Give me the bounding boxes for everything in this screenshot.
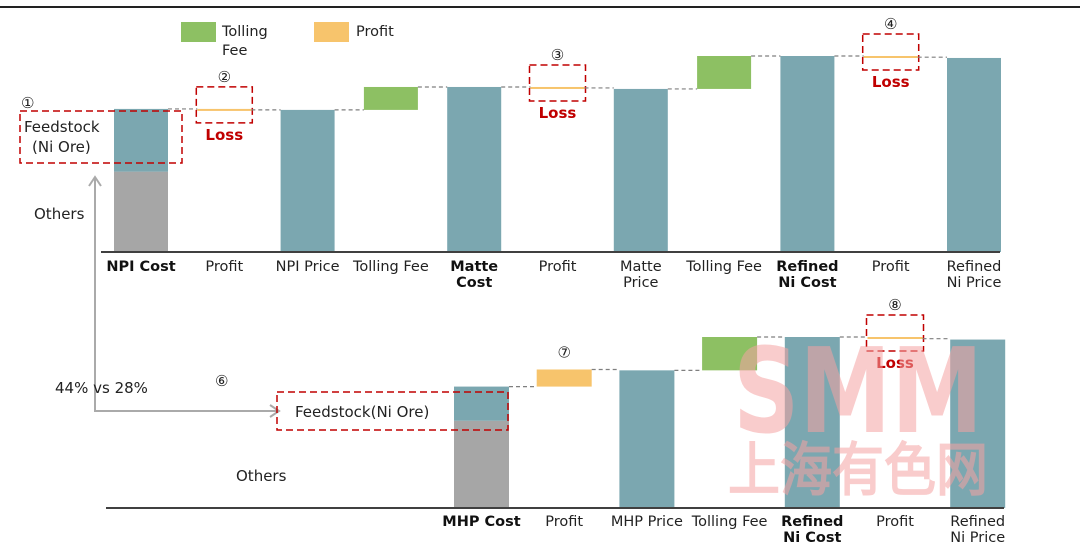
category-label: Tolling Fee bbox=[352, 259, 429, 275]
category-label: NPI Cost bbox=[106, 259, 175, 275]
category-label-line2: Ni Cost bbox=[783, 530, 841, 546]
bar-profit bbox=[863, 56, 918, 58]
category-label: Tolling Fee bbox=[685, 259, 762, 275]
top-chart: NPI Cost Loss ② Profit NPI Price Tolling Fee M… bbox=[101, 15, 1002, 291]
bar-total bbox=[613, 88, 668, 252]
category-label: Profit bbox=[205, 259, 243, 275]
feedstock-highlight-box-mhp bbox=[276, 391, 509, 431]
category-label: Profit bbox=[876, 514, 914, 530]
comparison-text: 44% vs 28% bbox=[55, 379, 148, 397]
category-label: Profit bbox=[539, 259, 577, 275]
category-label: NPI Price bbox=[276, 259, 340, 275]
category-label: Profit bbox=[545, 514, 583, 530]
npi-feedstock-label-line1: Feedstock bbox=[24, 118, 100, 136]
bar-tolling-fee bbox=[363, 86, 418, 110]
category-label-line2: Ni Cost bbox=[778, 275, 836, 291]
legend-label-profit: Profit bbox=[356, 24, 394, 40]
arrow-head-up-icon bbox=[88, 175, 102, 187]
bar-tolling-fee bbox=[697, 56, 752, 89]
category-label: Matte bbox=[620, 259, 662, 275]
annotation-marker: ④ bbox=[884, 15, 897, 33]
bar-total bbox=[950, 339, 1006, 508]
category-label: MHP Cost bbox=[442, 514, 520, 530]
loss-label: Loss bbox=[539, 104, 577, 122]
annotation-marker: ⑦ bbox=[557, 343, 570, 361]
bar-profit bbox=[867, 337, 923, 339]
category-label: Refined bbox=[947, 259, 1002, 275]
legend-label-tolling-fee-line1: Tolling bbox=[221, 24, 268, 40]
category-label: Tolling Fee bbox=[691, 514, 768, 530]
category-label: Refined bbox=[776, 259, 838, 275]
bar-total bbox=[619, 370, 675, 508]
mhp-feedstock-label: Feedstock(Ni Ore) bbox=[295, 403, 429, 421]
bar-total bbox=[447, 86, 502, 252]
npi-others-label: Others bbox=[34, 205, 85, 223]
category-label-line2: Ni Price bbox=[950, 530, 1005, 546]
marker-1: ① bbox=[21, 94, 34, 112]
bar-profit bbox=[536, 369, 592, 387]
bar-total bbox=[784, 337, 840, 508]
loss-highlight-box bbox=[865, 314, 925, 352]
category-label-line2: Ni Price bbox=[947, 275, 1002, 291]
category-label: MHP Price bbox=[611, 514, 683, 530]
loss-highlight-box bbox=[528, 64, 587, 102]
loss-highlight-box bbox=[195, 86, 254, 124]
bar-total bbox=[780, 56, 835, 252]
watermark-chinese: 上海有色网 bbox=[728, 436, 988, 504]
feedstock-highlight-box-npi bbox=[19, 110, 183, 164]
bar-segment-others bbox=[114, 171, 168, 252]
bottom-chart: MHP Cost ⑦ Profit MHP Price Tolling Fee Refin… bbox=[106, 296, 1005, 546]
legend-label-tolling-fee-line2: Fee bbox=[222, 43, 247, 59]
loss-label: Loss bbox=[872, 73, 910, 91]
bar-tolling-fee bbox=[702, 337, 758, 371]
category-label: Refined bbox=[950, 514, 1005, 530]
legend: Tolling Fee Profit bbox=[181, 22, 394, 59]
bar-total bbox=[280, 109, 335, 253]
legend-swatch-tolling-fee bbox=[181, 22, 216, 42]
category-label: Matte bbox=[450, 259, 498, 275]
loss-label: Loss bbox=[205, 126, 243, 144]
watermark: SMM 上海有色网 bbox=[728, 322, 988, 504]
category-label: Refined bbox=[781, 514, 843, 530]
loss-label: Loss bbox=[876, 354, 914, 372]
mhp-others-label: Others bbox=[236, 467, 287, 485]
annotation-marker: ② bbox=[218, 68, 231, 86]
arrow-head-right-icon bbox=[269, 404, 281, 418]
category-label-line2: Price bbox=[623, 275, 658, 291]
annotation-marker: ③ bbox=[551, 46, 564, 64]
category-label-line2: Cost bbox=[456, 275, 492, 291]
category-label: Profit bbox=[872, 259, 910, 275]
bar-profit bbox=[197, 108, 252, 111]
bar-segment-feedstock-ni-ore bbox=[114, 108, 168, 172]
annotation-marker: ⑧ bbox=[888, 296, 901, 314]
bar-total bbox=[947, 57, 1001, 253]
legend-swatch-profit bbox=[314, 22, 349, 42]
npi-feedstock-label-line2: (Ni Ore) bbox=[32, 138, 91, 156]
comparison-arrow bbox=[94, 178, 278, 412]
loss-highlight-box bbox=[861, 33, 920, 71]
bar-segment-others bbox=[454, 420, 509, 508]
marker-6: ⑥ bbox=[215, 372, 228, 390]
annotations: ① Feedstock (Ni Ore) Others 44% vs 28% ⑥… bbox=[19, 94, 509, 485]
top-rule bbox=[0, 6, 1080, 8]
bar-profit bbox=[530, 86, 585, 89]
watermark-smm: SMM bbox=[733, 322, 983, 460]
